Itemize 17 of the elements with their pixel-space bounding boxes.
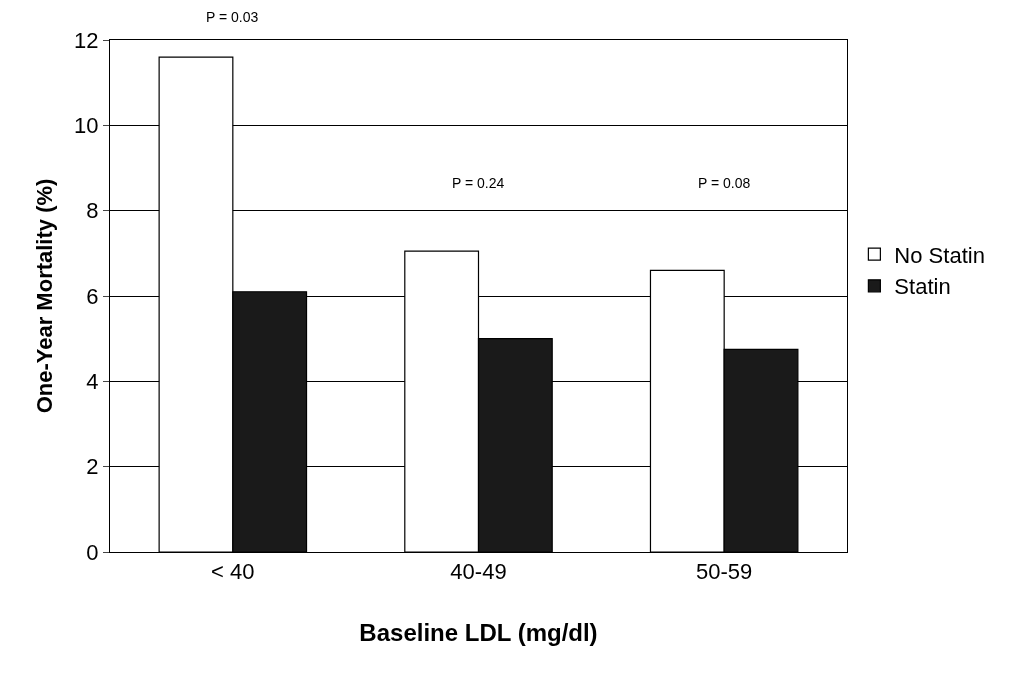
x-axis-title: Baseline LDL (mg/dl) [359, 618, 598, 646]
annotation: P = 0.24 [452, 175, 505, 191]
y-tick-label: 4 [86, 369, 99, 395]
legend-label: Statin [894, 274, 951, 300]
x-tick-label: 40-49 [450, 559, 507, 585]
y-tick-label: 12 [74, 27, 99, 53]
y-tick-label: 0 [86, 539, 99, 565]
x-tick-label: < 40 [211, 559, 255, 585]
text: P = 0.03 [206, 9, 259, 25]
annotation: P = 0.08 [698, 175, 751, 191]
legend-label: No Statin [894, 242, 985, 268]
y-axis-title: One-Year Mortality (%) [31, 178, 57, 414]
y-tick-label: 8 [86, 198, 99, 224]
y-tick-label: 10 [74, 113, 99, 139]
y-tick-label: 6 [86, 283, 99, 309]
x-tick-label: 50-59 [696, 559, 753, 585]
y-tick-label: 2 [86, 454, 99, 480]
